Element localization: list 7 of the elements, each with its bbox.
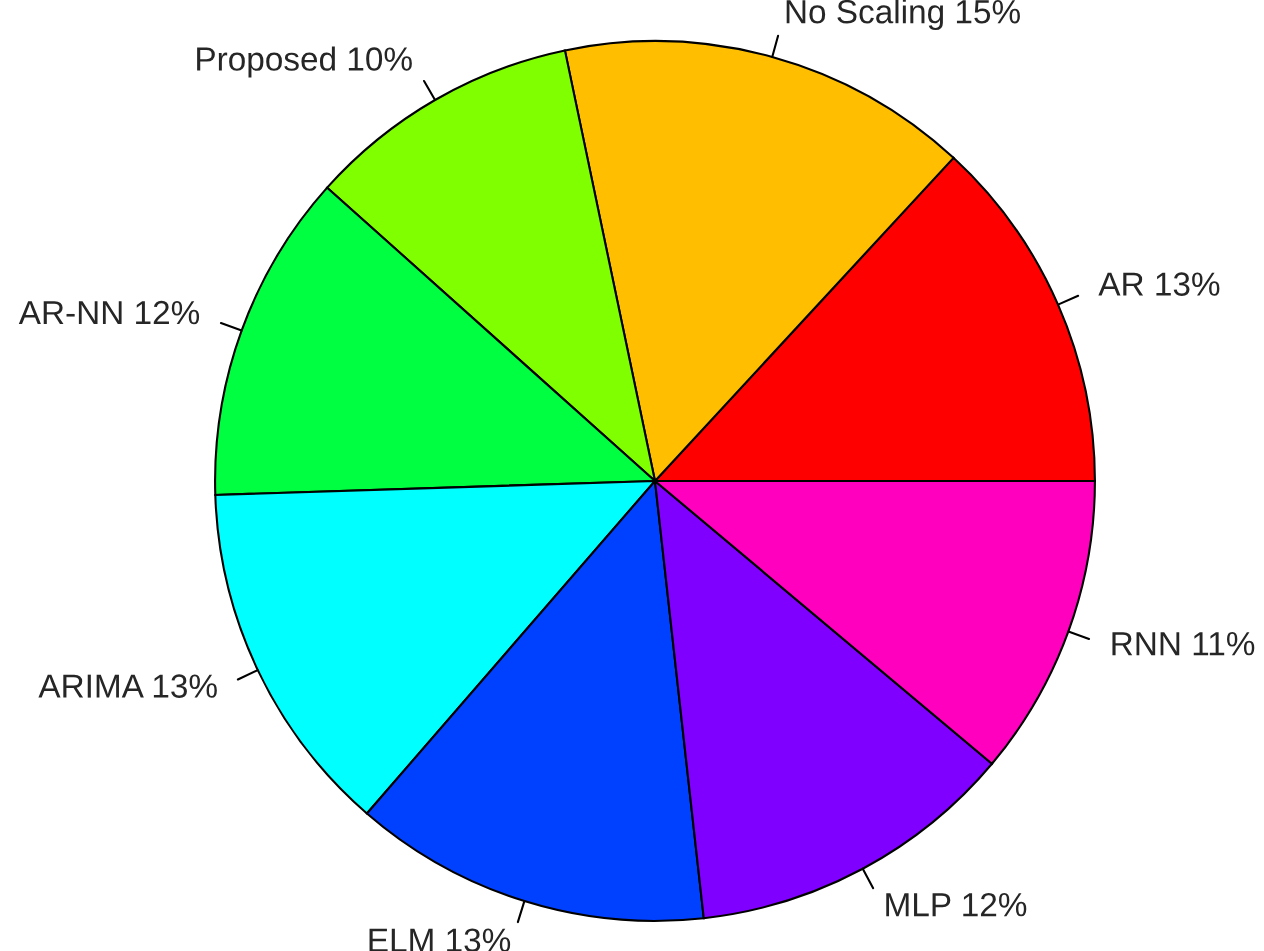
slice-label: AR-NN 12%	[18, 300, 200, 325]
slice-label: Proposed 10%	[197, 46, 412, 78]
slice-label: RNN 11%	[1112, 632, 1255, 656]
slice-label: No Scaling 15%	[786, 0, 1020, 31]
slice-label: ARIMA 13%	[38, 674, 217, 698]
slice-label: MLP 12%	[886, 892, 1027, 917]
slice-label: AR 13%	[1098, 272, 1220, 296]
